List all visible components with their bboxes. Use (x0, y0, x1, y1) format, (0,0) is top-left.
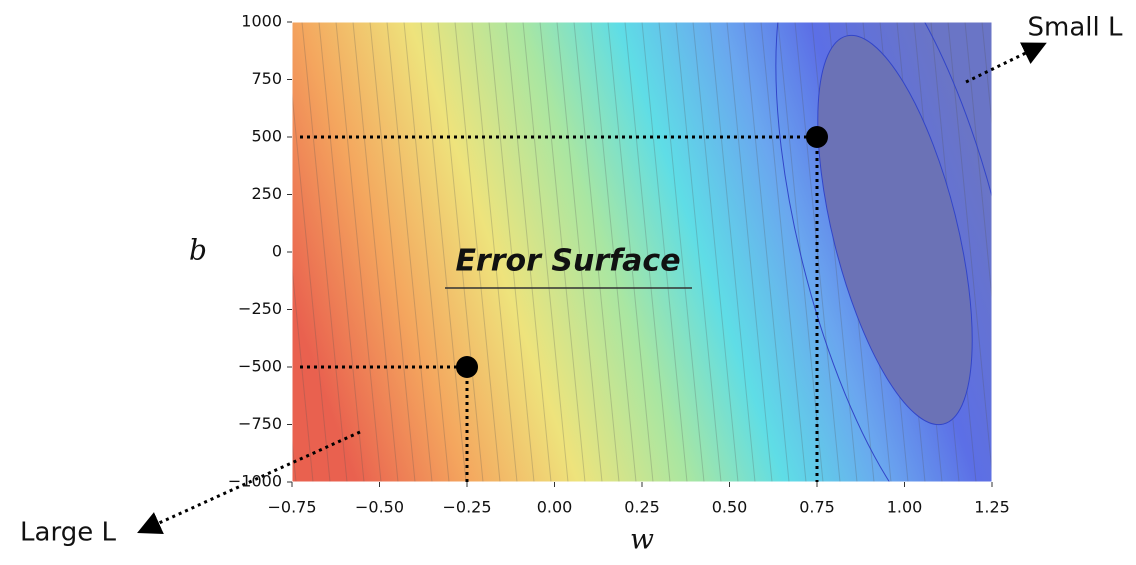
contour-line (81, 22, 126, 482)
y-axis-label: b (189, 234, 207, 267)
contour-line (132, 22, 177, 482)
y-tick-label: 1000 (241, 12, 282, 31)
contour-line (403, 22, 450, 482)
contour-line (47, 22, 92, 482)
y-tick-label: 500 (251, 127, 282, 146)
contour-line (437, 22, 484, 482)
x-tick-label: −0.25 (442, 498, 491, 517)
contour-line (964, 22, 992, 304)
annotation-large: Large L (20, 518, 116, 548)
contour-line (335, 22, 382, 482)
arrow-small (965, 42, 1047, 84)
contour-line (471, 22, 518, 482)
contour-line (607, 22, 654, 482)
contour-line (999, 22, 1044, 482)
contour-line (743, 22, 790, 482)
contour-line (386, 22, 433, 482)
contour-line (675, 22, 722, 482)
contour-line (292, 262, 314, 482)
y-tick-label: 0 (272, 242, 282, 261)
y-tick-label: 250 (251, 184, 282, 203)
x-tick-label: 0.00 (537, 498, 573, 517)
contour-line (352, 22, 399, 482)
contour-line (590, 22, 637, 482)
contour-line (981, 22, 992, 130)
contour-line (726, 22, 773, 482)
x-axis-label: w (630, 523, 654, 556)
contour-line (692, 22, 739, 482)
contour-line (709, 22, 756, 482)
point (806, 126, 828, 148)
contour-line (488, 22, 535, 482)
contour-line (658, 22, 705, 482)
contour-line (98, 22, 143, 482)
contour-line (573, 22, 620, 482)
x-tick-label: 0.50 (712, 498, 748, 517)
contour-line (115, 22, 160, 482)
y-tick-label: 750 (251, 69, 282, 88)
contour-line (556, 22, 603, 482)
contour-line (420, 22, 467, 482)
x-tick-label: −0.50 (355, 498, 404, 517)
contour-line (1084, 22, 1129, 482)
y-tick-label: −750 (238, 414, 282, 433)
contour-line (760, 22, 807, 482)
x-tick-label: −0.75 (267, 498, 316, 517)
contour-line (318, 22, 365, 482)
y-tick-label: −500 (238, 357, 282, 376)
contour-line (1101, 22, 1136, 482)
contour-line (641, 22, 688, 482)
x-tick-label: 0.25 (624, 498, 660, 517)
contour-line (217, 22, 262, 482)
annotation-title: Error Surface (455, 244, 680, 279)
contour-line (64, 22, 109, 482)
contour-line (1067, 22, 1112, 482)
contour-line (149, 22, 194, 482)
contour-line (454, 22, 501, 482)
contour-line (1118, 22, 1136, 482)
contour-line (301, 22, 348, 482)
contour-line (369, 22, 416, 482)
contour-line (624, 22, 671, 482)
point (456, 356, 478, 378)
annotation-small: Small L (1028, 13, 1123, 43)
contour-line (539, 22, 586, 482)
x-tick-label: 1.00 (887, 498, 923, 517)
contour-line (505, 22, 552, 482)
contour-line (522, 22, 569, 482)
contour-line (1033, 22, 1078, 482)
x-tick-label: 1.25 (974, 498, 1010, 517)
contour-line (1016, 22, 1061, 482)
y-tick-label: −250 (238, 299, 282, 318)
contour-line (947, 22, 992, 477)
contour-line (30, 22, 75, 482)
y-tick-label: −1000 (228, 472, 282, 491)
error-surface (30, 22, 1136, 482)
contour-line (1050, 22, 1095, 482)
x-tick-label: 0.75 (799, 498, 835, 517)
